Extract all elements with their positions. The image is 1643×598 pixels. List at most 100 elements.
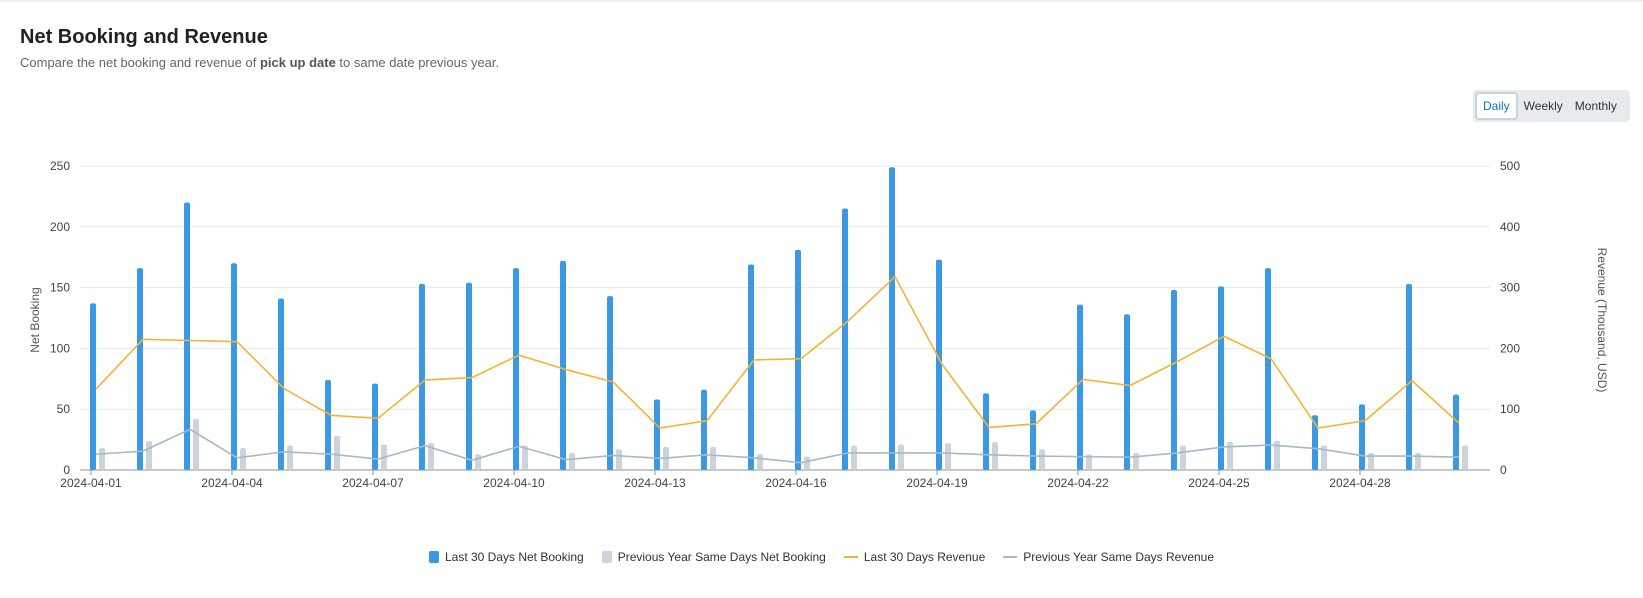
bar-previous-booking [851,445,857,470]
bar-current-booking [90,303,96,470]
axes: 0 50 100 150 200 250 0 100 200 300 400 500 2024-04-0… [50,159,1520,490]
bar-current-booking [748,264,754,470]
x-tick-label: 2024-04-01 [60,476,122,490]
bar-previous-booking [616,449,622,470]
bar-previous-booking [898,444,904,470]
y2-tick-label: 400 [1500,220,1520,234]
legend-label-current-revenue: Last 30 Days Revenue [863,550,986,564]
bar-previous-booking [99,448,105,470]
line-marks [95,275,1460,464]
bar-current-booking [654,399,660,470]
bar-previous-booking [1180,445,1186,470]
bar-previous-booking [804,456,810,470]
legend-label-previous-revenue: Previous Year Same Days Revenue [1023,550,1215,564]
bar-previous-booking [1086,454,1092,470]
bar-current-booking [1359,404,1365,470]
x-tick-label: 2024-04-25 [1188,476,1250,490]
bar-current-booking [466,282,472,470]
y-axis-label: Net Booking [28,287,42,352]
legend-swatch-current-revenue [843,556,858,558]
bar-previous-booking [428,443,434,470]
period-toggle: Daily Weekly Monthly [1473,90,1630,122]
line-current-revenue [95,275,1460,429]
bar-current-booking [1171,290,1177,470]
weekly-button[interactable]: Weekly [1523,99,1563,113]
subtitle-post: to same date previous year. [335,55,500,70]
bar-previous-booking [1039,449,1045,470]
bar-marks [90,167,1468,471]
y2-axis-label: Revenue (Thousand, USD) [1595,248,1609,393]
y-tick-label: 50 [57,402,71,416]
bar-current-booking [936,259,942,470]
bar-current-booking [372,383,378,470]
bar-current-booking [983,393,989,470]
y2-tick-label: 0 [1500,463,1507,477]
legend-item-previous-bookings[interactable]: Previous Year Same Days Net Booking [601,550,826,564]
bar-current-booking [842,208,848,470]
y-tick-label: 250 [50,159,70,173]
bar-previous-booking [1274,440,1280,470]
y-tick-label: 150 [50,281,70,295]
x-tick-label: 2024-04-04 [201,476,263,490]
bar-current-booking [278,298,284,470]
top-border [0,0,1643,2]
bar-current-booking [1124,314,1130,470]
x-tick-label: 2024-04-28 [1329,476,1391,490]
x-tick-label: 2024-04-22 [1047,476,1109,490]
chart-legend: Last 30 Days Net Booking Previous Year S… [0,550,1643,564]
bar-previous-booking [1415,452,1421,470]
legend-swatch-previous-revenue [1003,556,1018,558]
page-title: Net Booking and Revenue [20,26,268,48]
y-tick-label: 100 [50,341,70,355]
bar-previous-booking [522,445,528,470]
bar-current-booking [1077,304,1083,470]
legend-item-previous-revenue[interactable]: Previous Year Same Days Revenue [1003,550,1214,564]
x-tick-label: 2024-04-13 [624,476,686,490]
chart-header: Net Booking and Revenue Compare the net … [20,26,499,70]
bar-current-booking [419,283,425,470]
bar-previous-booking [757,454,763,470]
bar-previous-booking [1133,452,1139,470]
bar-current-booking [137,268,143,470]
grid-lines [80,165,1490,471]
bar-previous-booking [1321,445,1327,470]
legend-label-previous-bookings: Previous Year Same Days Net Booking [617,550,826,564]
monthly-button[interactable]: Monthly [1574,99,1617,113]
bar-previous-booking [146,440,152,470]
daily-button[interactable]: Daily [1475,92,1518,120]
bar-current-booking [1453,394,1459,470]
bar-previous-booking [1227,442,1233,470]
x-tick-label: 2024-04-07 [342,476,404,490]
y2-tick-label: 500 [1500,159,1520,173]
bar-current-booking [325,380,331,470]
legend-item-current-revenue[interactable]: Last 30 Days Revenue [843,550,986,564]
bar-current-booking [701,389,707,470]
bar-current-booking [1265,268,1271,470]
legend-swatch-current-bookings [428,551,439,563]
bar-previous-booking [240,448,246,470]
legend-swatch-previous-bookings [601,551,612,563]
legend-item-current-bookings[interactable]: Last 30 Days Net Booking [428,550,584,564]
x-tick-label: 2024-04-16 [765,476,827,490]
bar-current-booking [1312,415,1318,470]
bar-previous-booking [193,418,199,470]
bar-previous-booking [945,443,951,470]
combo-chart: 0 50 100 150 200 250 0 100 200 300 400 500 2024-04-0… [28,159,1609,490]
bar-previous-booking [334,435,340,470]
bar-current-booking [560,260,566,470]
page-subtitle: Compare the net booking and revenue of p… [20,55,499,70]
y2-tick-label: 300 [1500,281,1520,295]
bar-previous-booking [992,442,998,470]
bar-previous-booking [287,445,293,470]
y2-tick-label: 200 [1500,341,1520,355]
bar-previous-booking [710,446,716,470]
y2-tick-label: 100 [1500,402,1520,416]
bar-current-booking [231,263,237,470]
subtitle-pre: Compare the net booking and revenue of [20,55,260,70]
bar-current-booking [889,167,895,470]
bar-current-booking [607,296,613,470]
subtitle-bold: pick up date [259,55,336,70]
bar-current-booking [1406,283,1412,470]
bar-current-booking [1030,410,1036,470]
y-tick-label: 200 [50,220,70,234]
